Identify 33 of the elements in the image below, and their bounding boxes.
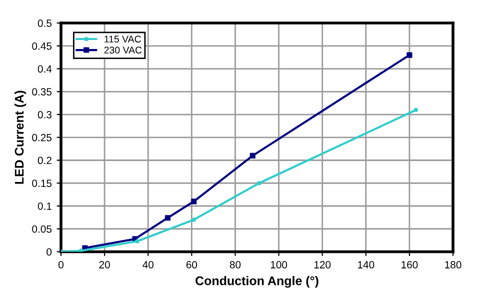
point [134,238,140,244]
point [164,215,170,221]
point [191,198,197,204]
point [406,52,412,58]
x-tick-label: 80 [230,261,241,268]
x-tick-label: 60 [186,261,198,268]
x-tick-label: 160 [402,261,418,268]
x-tick-label: 180 [445,261,462,268]
x-tick-label: 0 [58,261,64,268]
y-axis-title: LED Current (A) [14,90,26,184]
x-tick-label: 20 [99,261,110,268]
x-tick-label: 140 [358,261,374,268]
x-tick-label: 120 [314,261,331,268]
point [250,152,256,158]
y-tick-label: 0.15 [32,180,52,187]
y-tick-label: 0.2 [38,156,52,164]
y-tick-label: 0 [46,248,52,256]
x-tick-label: 40 [142,261,154,268]
y-tick-label: 0.3 [38,111,52,118]
x-axis-title: Conduction Angle (°) [196,276,318,288]
y-tick-label: 0.4 [38,65,52,73]
y-tick-label: 0.25 [32,134,52,142]
point [413,107,419,112]
y-tick-label: 0.35 [32,88,52,96]
legend-label: 230 VAC [104,46,142,54]
y-tick-label: 0.1 [38,202,52,210]
x-tick-label: 100 [270,261,288,268]
point [256,180,262,186]
y-tick-label: 0.05 [32,225,52,233]
y-tick-label: 0.45 [32,42,52,50]
point [191,216,197,222]
legend-label: 115 VAC [104,36,141,43]
y-tick-label: 0.5 [38,20,52,27]
